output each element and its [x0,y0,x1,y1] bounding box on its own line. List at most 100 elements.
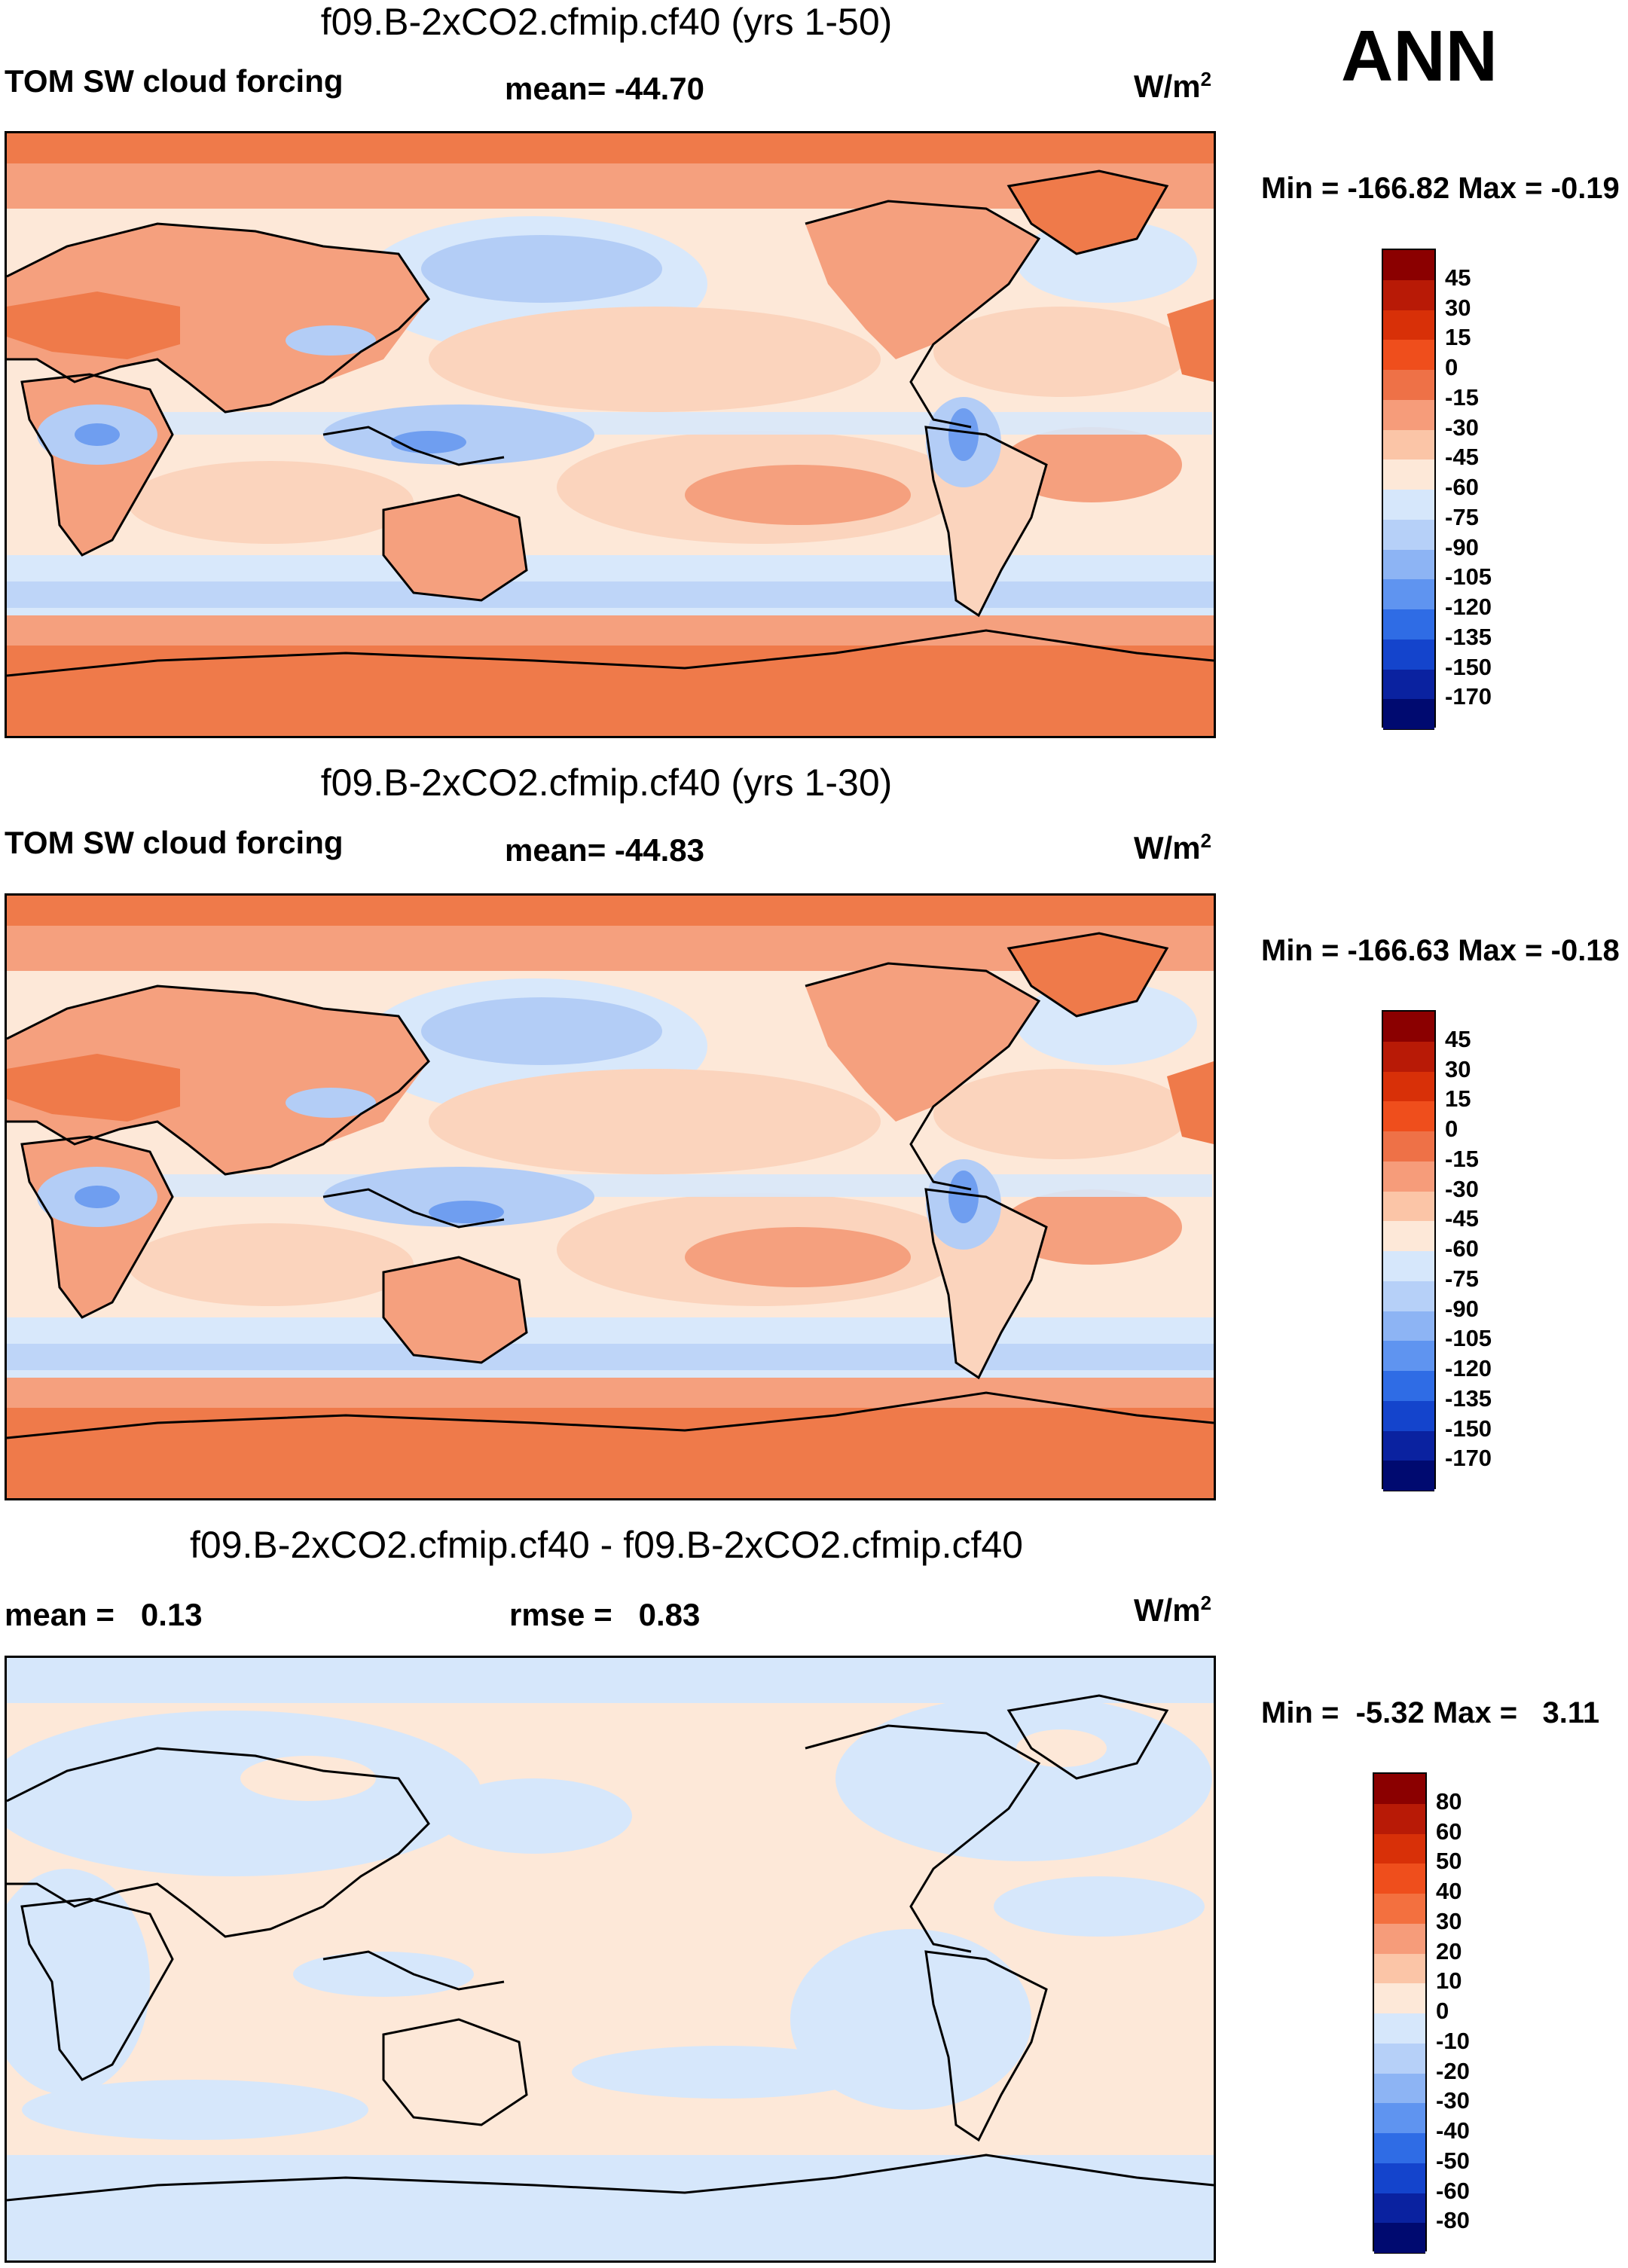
colorbar-swatch [1383,1041,1434,1073]
colorbar-swatch [1383,459,1434,490]
colorbar-swatch [1374,1894,1425,1925]
panel2-mean: mean= -44.83 [505,832,705,868]
colorbar-swatch [1383,519,1434,551]
colorbar-swatch [1374,2193,1425,2224]
colorbar-swatch [1374,2103,1425,2134]
panel1-colorbar-swatches [1382,249,1436,730]
colorbar-label: 20 [1436,1937,1462,1964]
colorbar-label: -135 [1445,1384,1492,1412]
panel3-colorbar-swatches [1373,1772,1427,2254]
panel1-minmax: Min = -166.82 Max = -0.19 [1261,172,1620,205]
panel3-colorbar: 80 60 50 40 30 20 10 0 -10 -20 -30 -40 -50 -60 -80 [1373,1772,1538,2254]
colorbar-swatch [1383,1161,1434,1192]
colorbar-swatch [1383,399,1434,431]
colorbar-label: 15 [1445,324,1471,351]
panel3-rmse: rmse = 0.83 [509,1597,701,1632]
colorbar-swatch [1383,1221,1434,1252]
colorbar-label: 0 [1445,354,1458,380]
colorbar-swatch [1374,1953,1425,1985]
colorbar-swatch [1383,1251,1434,1282]
colorbar-label: -170 [1445,683,1492,710]
colorbar-swatch [1383,669,1434,701]
colorbar-swatch [1383,1101,1434,1132]
panel2-title: f09.B-2xCO2.cfmip.cf40 (yrs 1-30) [320,762,893,804]
colorbar-label: -75 [1445,1265,1479,1292]
colorbar-label: -60 [1445,1235,1479,1262]
season-label: ANN [1341,16,1498,96]
panel2-variable: TOM SW cloud forcing [5,825,344,860]
colorbar-swatch [1383,1131,1434,1162]
colorbar-label: -75 [1445,503,1479,530]
colorbar-swatch [1374,2223,1425,2254]
panel1-map [5,131,1216,738]
colorbar-label: -30 [1436,2087,1470,2114]
colorbar-swatch [1374,2163,1425,2194]
colorbar-label: -20 [1436,2057,1470,2084]
colorbar-label: 45 [1445,1025,1471,1052]
colorbar-swatch [1383,1281,1434,1312]
colorbar-swatch [1383,310,1434,341]
panel2-units: W/m2 [1134,829,1212,865]
colorbar-swatch [1374,1803,1425,1835]
colorbar-swatch [1374,1923,1425,1955]
colorbar-label: -120 [1445,594,1492,620]
colorbar-label: -105 [1445,1325,1492,1352]
colorbar-swatch [1383,429,1434,461]
colorbar-swatch [1383,1430,1434,1462]
colorbar-label: -120 [1445,1355,1492,1381]
colorbar-label: -30 [1445,414,1479,441]
colorbar-swatch [1383,490,1434,520]
colorbar-label: 60 [1436,1818,1462,1845]
colorbar-swatch [1383,1012,1434,1042]
colorbar-swatch [1383,340,1434,371]
colorbar-label: 30 [1445,1055,1471,1082]
colorbar-label: 0 [1436,1998,1449,2024]
panel3-minmax: Min = -5.32 Max = 3.11 [1261,1696,1600,1729]
colorbar-swatch [1374,2133,1425,2164]
colorbar-swatch [1374,1983,1425,2014]
colorbar-swatch [1383,549,1434,581]
colorbar-label: -10 [1436,2027,1470,2054]
colorbar-swatch [1383,579,1434,610]
colorbar-swatch [1383,1071,1434,1103]
colorbar-label: 10 [1436,1967,1462,1995]
panel1-units: W/m2 [1134,68,1212,104]
panel3-units: W/m2 [1134,1592,1212,1628]
colorbar-swatch [1374,2073,1425,2105]
colorbar-swatch [1383,1461,1434,1491]
colorbar-swatch [1383,1311,1434,1342]
colorbar-label: -45 [1445,1205,1479,1232]
colorbar-label: -170 [1445,1445,1492,1472]
colorbar-label: -150 [1445,653,1492,680]
colorbar-label: -15 [1445,383,1479,411]
colorbar-label: -90 [1445,1295,1479,1322]
colorbar-label: -105 [1445,563,1492,591]
colorbar-label: 40 [1436,1878,1462,1904]
panel3-mean: mean = 0.13 [5,1597,203,1632]
colorbar-swatch [1374,1864,1425,1894]
colorbar-label: -80 [1436,2207,1470,2234]
panel2-colorbar-swatches [1382,1010,1436,1491]
colorbar-label: 45 [1445,264,1471,291]
panel1-mean: mean= -44.70 [505,71,705,106]
colorbar-label: 80 [1436,1787,1462,1815]
colorbar-swatch [1383,250,1434,281]
colorbar-label: -90 [1445,533,1479,560]
colorbar-label: 0 [1445,1116,1458,1142]
colorbar-swatch [1383,1400,1434,1432]
colorbar-swatch [1374,1774,1425,1805]
colorbar-label: -135 [1445,623,1492,650]
colorbar-swatch [1374,2013,1425,2044]
panel3-map [5,1656,1216,2263]
colorbar-swatch [1374,2043,1425,2074]
colorbar-label: 30 [1445,294,1471,321]
panel1-colorbar: 45 30 15 0 -15 -30 -45 -60 -75 -90 -105 -120 -135 -15… [1382,249,1547,730]
panel2-map [5,893,1216,1500]
panel1-variable: TOM SW cloud forcing [5,63,344,99]
panel3-title: f09.B-2xCO2.cfmip.cf40 - f09.B-2xCO2.cfm… [190,1524,1023,1566]
colorbar-label: -45 [1445,444,1479,471]
colorbar-label: -50 [1436,2147,1470,2174]
panel1-title: f09.B-2xCO2.cfmip.cf40 (yrs 1-50) [320,1,893,43]
colorbar-label: 30 [1436,1907,1462,1934]
colorbar-swatch [1383,1341,1434,1372]
